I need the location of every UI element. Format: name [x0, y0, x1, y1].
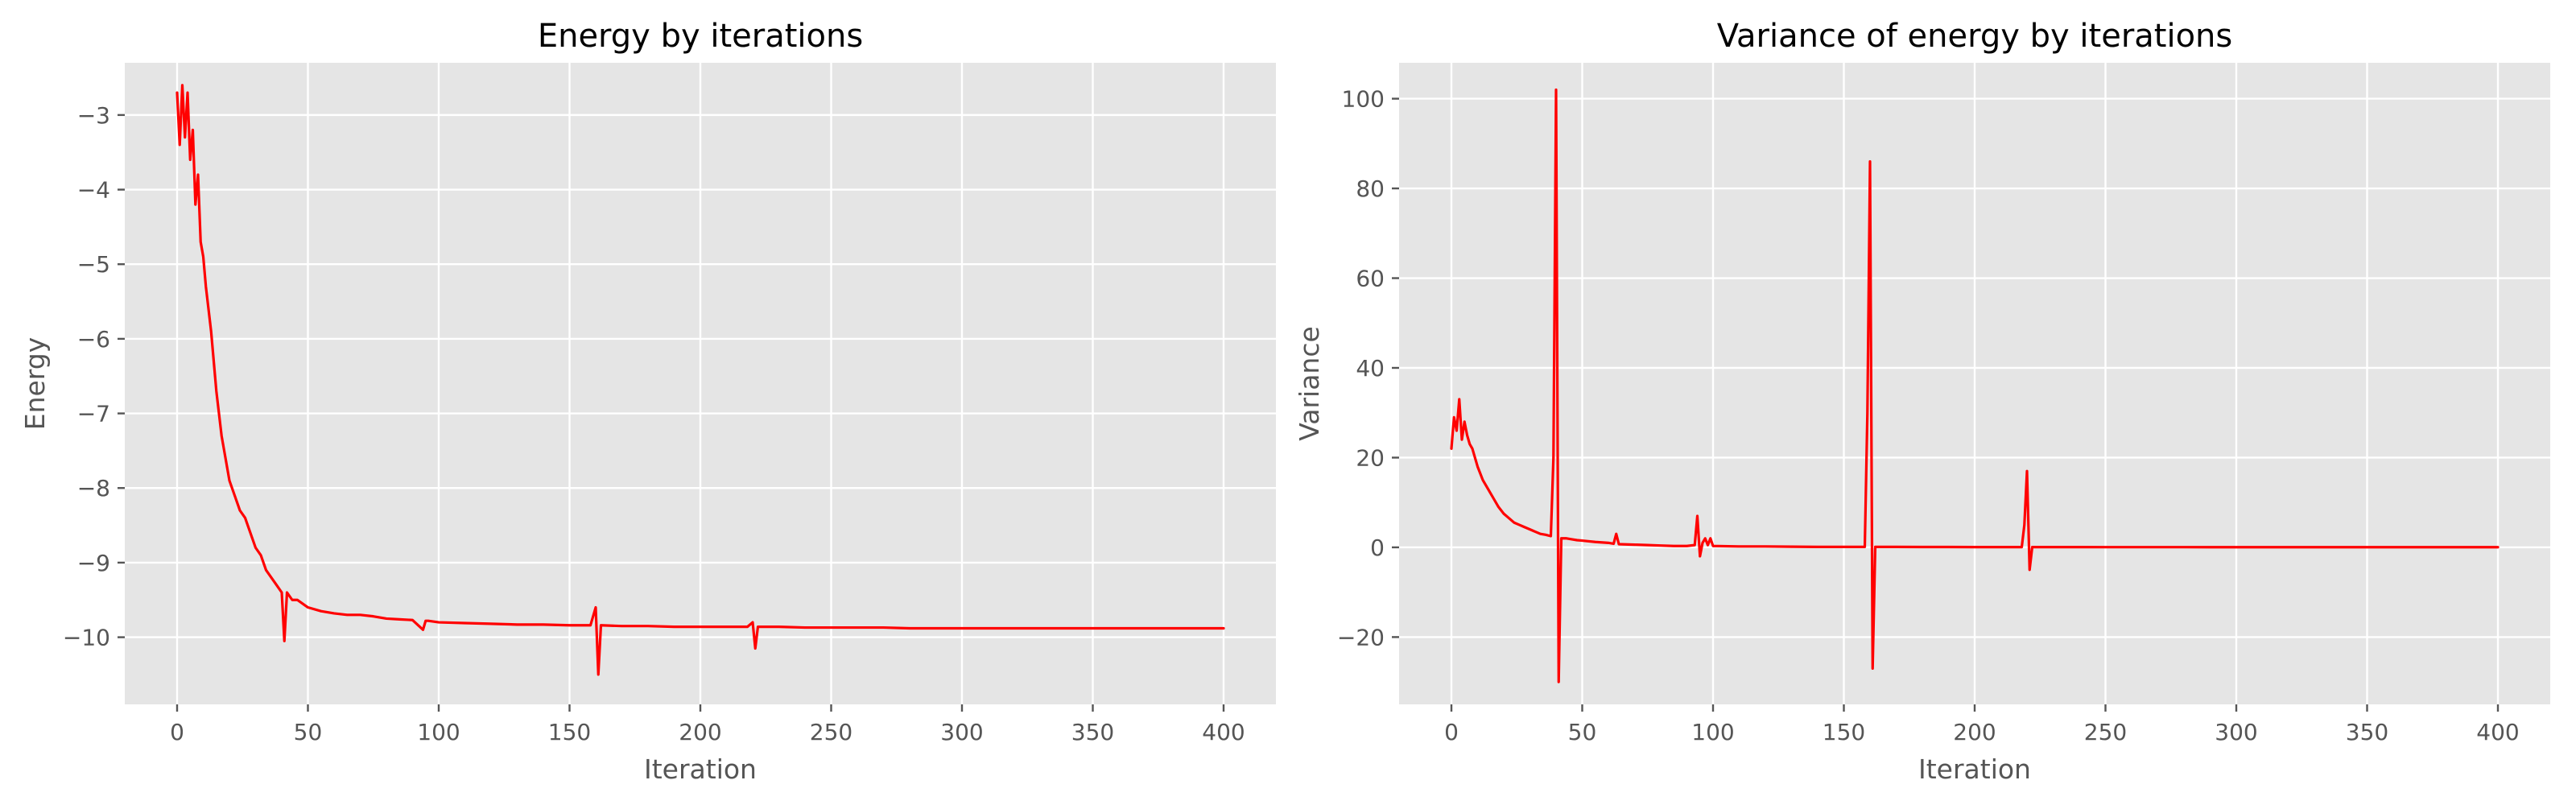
x-tick-label: 0	[170, 719, 184, 745]
series-line	[1450, 88, 2500, 683]
x-tick-label: 200	[1953, 719, 1996, 745]
y-tick-label: −10	[63, 625, 110, 651]
x-tick-label: 150	[548, 719, 591, 745]
x-tick-label: 150	[1823, 719, 1865, 745]
x-tick-label: 200	[679, 719, 721, 745]
y-tick-label: 100	[1342, 86, 1385, 113]
x-axis-label: Iteration	[1918, 753, 2031, 785]
x-tick-label: 0	[1444, 719, 1459, 745]
x-tick-label: 100	[1691, 719, 1734, 745]
x-tick-label: 50	[294, 719, 323, 745]
y-axis-label: Energy	[19, 337, 51, 431]
y-tick-label: −3	[77, 102, 110, 129]
y-tick-label: −4	[77, 177, 110, 204]
y-tick-label: 80	[1356, 175, 1385, 202]
x-tick-label: 350	[1071, 719, 1114, 745]
energy-chart: 0 50 100 150 200 250 300 350 400 −10 −9 −8 −7 −6 −5 −4 −…	[19, 18, 1276, 785]
y-tick-label: −9	[77, 550, 110, 576]
variance-chart: 0 50 100 150 200 250 300 350 400 −20 0 20 40 60 80 100 V…	[1294, 18, 2550, 785]
x-tick-label: 250	[2084, 719, 2127, 745]
series-line	[175, 84, 1225, 676]
x-tick-label: 50	[1568, 719, 1597, 745]
y-tick-label: −7	[77, 401, 110, 427]
y-axis-label: Variance	[1294, 326, 1325, 441]
y-tick-label: 0	[1370, 535, 1385, 561]
x-tick-label: 400	[2476, 719, 2519, 745]
chart-title: Energy by iterations	[538, 18, 863, 55]
y-tick-label: 60	[1356, 266, 1385, 292]
x-tick-label: 250	[810, 719, 852, 745]
y-tick-label: 40	[1356, 355, 1385, 382]
y-tick-label: −8	[77, 475, 110, 502]
y-tick-label: −5	[77, 251, 110, 278]
y-tick-label: −6	[77, 326, 110, 353]
x-tick-label: 400	[1202, 719, 1245, 745]
x-tick-label: 100	[417, 719, 460, 745]
y-tick-label: −20	[1337, 624, 1385, 650]
chart-title: Variance of energy by iterations	[1717, 18, 2232, 55]
y-tick-label: 20	[1356, 444, 1385, 471]
x-axis-label: Iteration	[644, 753, 757, 785]
x-tick-label: 300	[940, 719, 983, 745]
x-tick-label: 300	[2215, 719, 2257, 745]
x-tick-label: 350	[2346, 719, 2388, 745]
